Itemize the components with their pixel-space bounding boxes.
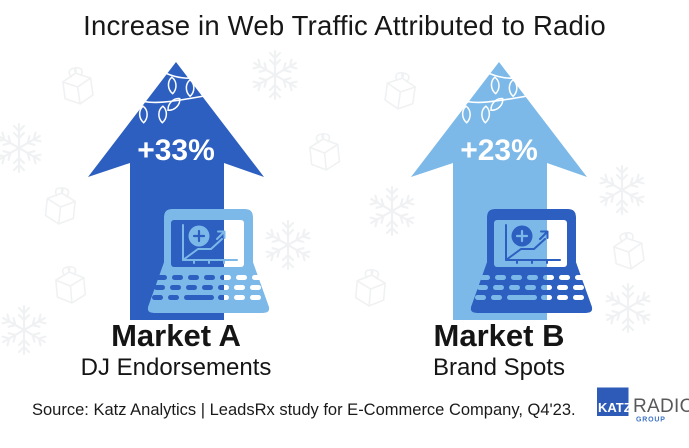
svg-text:Brand Spots: Brand Spots <box>433 354 565 381</box>
svg-text:+23%: +23% <box>460 134 538 167</box>
svg-text:Market B: Market B <box>434 318 565 353</box>
svg-text:GROUP: GROUP <box>636 417 666 424</box>
svg-text:RADIO: RADIO <box>633 396 689 417</box>
svg-text:+33%: +33% <box>137 134 215 167</box>
svg-text:Market A: Market A <box>111 318 241 353</box>
svg-text:KATZ: KATZ <box>598 400 632 415</box>
svg-text:DJ Endorsements: DJ Endorsements <box>81 354 272 381</box>
svg-text:Source: Katz Analytics | Leads: Source: Katz Analytics | LeadsRx study f… <box>32 401 576 419</box>
